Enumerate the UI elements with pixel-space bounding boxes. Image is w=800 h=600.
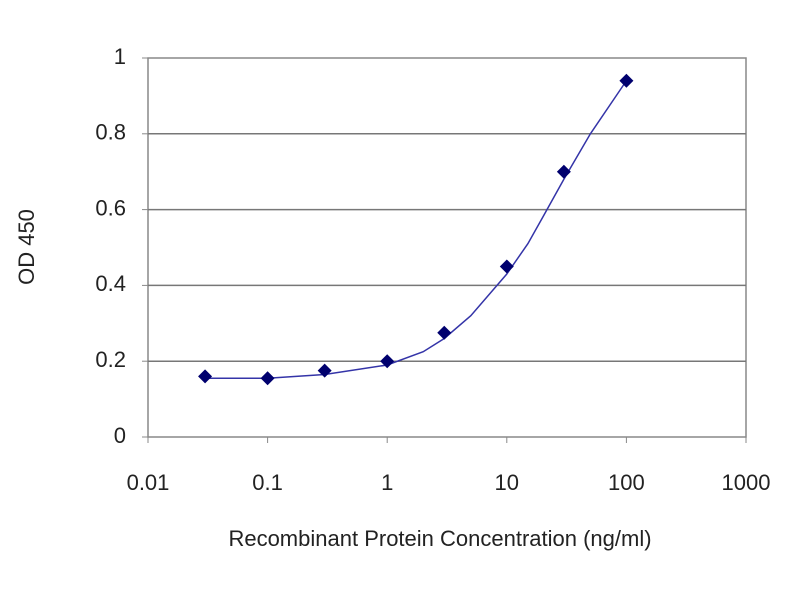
data-point bbox=[198, 369, 213, 384]
x-tick-label: 0.01 bbox=[127, 470, 170, 495]
x-axis-label: Recombinant Protein Concentration (ng/ml… bbox=[228, 526, 651, 551]
y-tick-label: 0 bbox=[114, 423, 126, 448]
fit-curve bbox=[205, 80, 628, 380]
data-point bbox=[380, 354, 395, 369]
y-tick-label: 0.8 bbox=[95, 120, 126, 145]
x-tick-label: 10 bbox=[495, 470, 519, 495]
x-tick-label: 1000 bbox=[722, 470, 771, 495]
data-point bbox=[437, 325, 452, 340]
data-point bbox=[556, 164, 571, 179]
x-tick-label: 0.1 bbox=[252, 470, 283, 495]
y-tick-label: 0.4 bbox=[95, 271, 126, 296]
x-tick-label: 1 bbox=[381, 470, 393, 495]
y-tick-label: 0.6 bbox=[95, 195, 126, 220]
data-point bbox=[317, 363, 332, 378]
data-point bbox=[499, 259, 514, 274]
data-point bbox=[619, 73, 634, 88]
data-point bbox=[260, 371, 275, 386]
y-tick-label: 1 bbox=[114, 44, 126, 69]
y-axis-label: OD 450 bbox=[14, 209, 39, 285]
plot-border bbox=[147, 57, 747, 438]
y-tick-label: 0.2 bbox=[95, 347, 126, 372]
x-tick-label: 100 bbox=[608, 470, 645, 495]
